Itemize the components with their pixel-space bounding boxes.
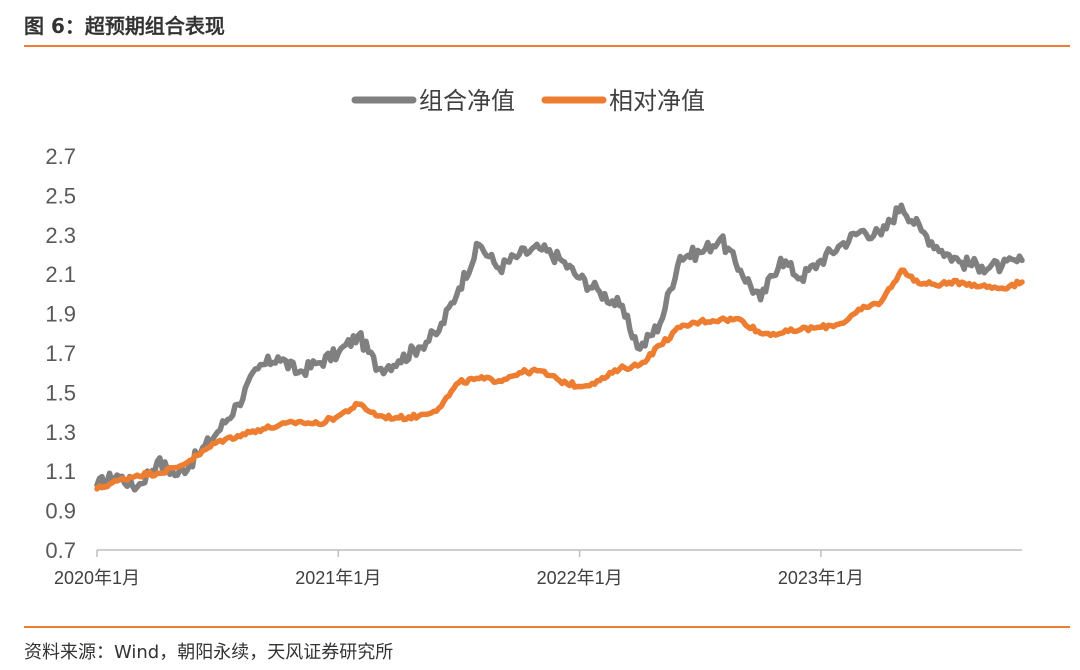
chart-legend: 组合净值 相对净值	[351, 88, 705, 115]
x-axis: 2020年1月 2021年1月 2022年1月 2023年1月	[54, 549, 1022, 588]
y-axis-ticks: 0.7 0.9 1.1 1.3 1.5 1.7 1.9 2.1 2.3 2.5 2.7	[45, 144, 76, 563]
top-rule	[24, 45, 1070, 47]
series-line-2	[94, 267, 1025, 492]
source-note: 资料来源：Wind，朝阳永续，天风证券研究所	[24, 642, 394, 663]
y-tick-label: 2.5	[45, 183, 76, 208]
y-tick-label: 2.7	[45, 144, 76, 169]
y-tick-label: 1.3	[45, 420, 76, 445]
y-tick-label: 1.9	[45, 302, 76, 327]
y-tick-label: 2.3	[45, 223, 76, 248]
series-lines	[94, 202, 1025, 493]
legend-label-2: 相对净值	[609, 88, 705, 115]
y-tick-label: 1.5	[45, 380, 76, 405]
x-tick-label: 2020年1月	[54, 568, 140, 588]
x-tick-label: 2022年1月	[537, 568, 623, 588]
y-tick-label: 0.9	[45, 499, 76, 524]
y-tick-label: 1.1	[45, 459, 76, 484]
y-tick-label: 1.7	[45, 341, 76, 366]
figure-title: 图 6：超预期组合表现	[24, 14, 225, 38]
legend-label-1: 组合净值	[419, 88, 515, 115]
bottom-rule	[24, 626, 1070, 628]
series-line-1	[94, 202, 1025, 493]
y-tick-label: 2.1	[45, 262, 76, 287]
line-chart: 组合净值 相对净值 0.7 0.9 1.1 1.3 1.5 1.7 1.9 2.1 2.3 2.5 2…	[45, 88, 1025, 588]
x-tick-label: 2021年1月	[295, 568, 381, 588]
x-tick-label: 2023年1月	[778, 568, 864, 588]
y-tick-label: 0.7	[45, 538, 76, 563]
